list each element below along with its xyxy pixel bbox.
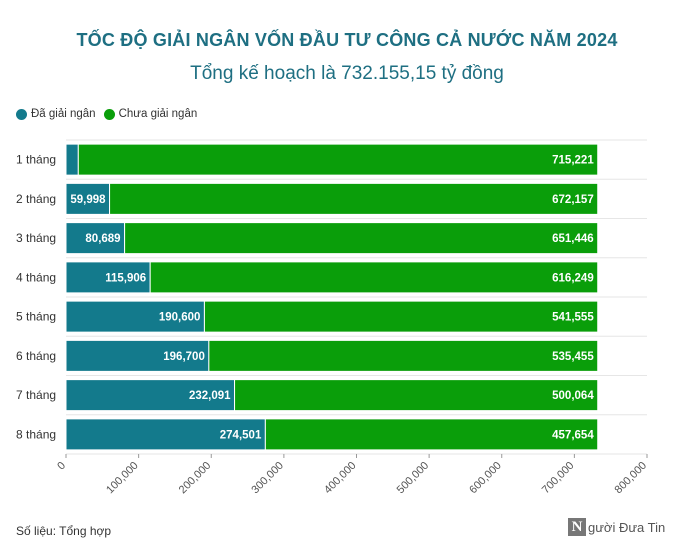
- data-label-disbursed: 59,998: [70, 194, 106, 206]
- chart-subtitle: Tổng kế hoạch là 732.155,15 tỷ đồng: [190, 63, 504, 84]
- legend: Đã giải ngân Chưa giải ngân: [16, 108, 205, 120]
- data-label-disbursed: 115,906: [105, 272, 146, 284]
- x-tick-label: 200,000: [177, 460, 214, 497]
- logo-text: gười Đưa Tin: [588, 519, 666, 535]
- data-label-disbursed: 80,689: [85, 233, 120, 245]
- bar-undisbursed: [124, 222, 599, 255]
- x-tick-label: 300,000: [249, 460, 286, 497]
- chart-title: TỐC ĐỘ GIẢI NGÂN VỐN ĐẦU TƯ CÔNG CẢ NƯỚC…: [76, 30, 618, 50]
- bar-disbursed: [65, 261, 151, 294]
- bar-undisbursed: [203, 300, 599, 333]
- data-label-undisbursed: 715,221: [552, 155, 594, 167]
- data-label-undisbursed: 500,064: [552, 390, 594, 402]
- category-label: 6 tháng: [16, 349, 56, 363]
- x-tick-label: 0: [55, 460, 68, 473]
- category-label: 8 tháng: [16, 427, 56, 441]
- bar-disbursed: [65, 300, 205, 333]
- bar-disbursed: [65, 222, 126, 255]
- bar-undisbursed: [208, 339, 599, 372]
- data-label-undisbursed: 672,157: [552, 194, 594, 206]
- category-label: 5 tháng: [16, 310, 56, 324]
- data-label-undisbursed: 616,249: [552, 272, 594, 284]
- x-tick-label: 700,000: [540, 460, 577, 497]
- data-label-undisbursed: 541,555: [552, 312, 594, 324]
- publisher-logo: N gười Đưa Tin: [568, 518, 665, 536]
- category-label: 3 tháng: [16, 231, 56, 245]
- logo-mark: N: [568, 518, 586, 536]
- data-label-undisbursed: 651,446: [552, 233, 594, 245]
- data-label-disbursed: 274,501: [220, 429, 262, 441]
- category-label: 7 tháng: [16, 388, 56, 402]
- bar-undisbursed: [234, 379, 599, 412]
- bar-disbursed: [65, 339, 210, 372]
- x-tick-label: 100,000: [104, 460, 141, 497]
- source-note: Số liệu: Tổng hợp: [16, 524, 112, 538]
- bar-undisbursed: [109, 182, 599, 215]
- legend-label-undisbursed: Chưa giải ngân: [118, 108, 198, 120]
- bar-disbursed: [65, 143, 79, 176]
- legend-swatch-undisbursed: [103, 108, 115, 120]
- data-label-undisbursed: 535,455: [552, 351, 594, 363]
- x-tick-label: 800,000: [613, 460, 650, 497]
- data-label-disbursed: 190,600: [159, 312, 201, 324]
- bar-undisbursed: [264, 418, 599, 451]
- x-tick-label: 500,000: [395, 460, 432, 497]
- legend-item-undisbursed[interactable]: Chưa giải ngân: [103, 108, 198, 120]
- bar-disbursed: [65, 418, 266, 451]
- legend-item-disbursed[interactable]: Đã giải ngân: [16, 108, 96, 120]
- x-tick-label: 600,000: [467, 460, 504, 497]
- data-label-disbursed: 196,700: [163, 351, 205, 363]
- legend-label-disbursed: Đã giải ngân: [31, 108, 96, 120]
- data-label-undisbursed: 457,654: [552, 429, 594, 441]
- bar-undisbursed: [77, 143, 599, 176]
- x-tick-label: 400,000: [322, 460, 359, 497]
- category-label: 4 tháng: [16, 270, 56, 284]
- category-label: 2 tháng: [16, 192, 56, 206]
- legend-swatch-disbursed: [16, 108, 27, 120]
- data-label-disbursed: 232,091: [189, 390, 231, 402]
- bar-undisbursed: [149, 261, 599, 294]
- category-label: 1 tháng: [16, 153, 56, 167]
